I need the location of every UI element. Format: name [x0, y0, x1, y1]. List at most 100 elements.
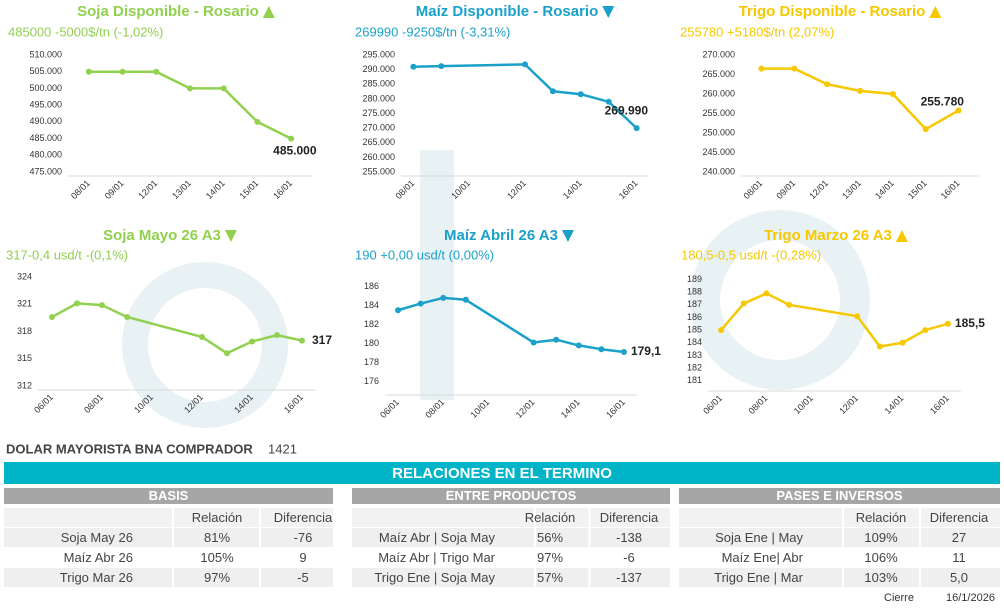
row-label: Maíz Abr 26	[64, 550, 133, 565]
y-tick-label: 270.000	[702, 49, 735, 59]
table-row	[4, 528, 333, 547]
chart-panel: Maíz Disponible - Rosario 269990 -9250$/t…	[355, 3, 649, 201]
y-tick-label: 265.000	[702, 69, 735, 79]
y-tick-label: 181	[687, 375, 702, 385]
row-label: Maíz Ene| Abr	[722, 550, 804, 565]
trend-arrow	[895, 230, 908, 242]
data-point	[549, 88, 556, 95]
data-point	[119, 68, 126, 75]
chart-subtitle: 269990 -9250$/tn (-3,31%)	[355, 24, 510, 39]
y-tick-label: 318	[17, 326, 32, 336]
row-label: Trigo Ene | Mar	[714, 570, 804, 585]
chart-subtitle: 255780 +5180$/tn (2,07%)	[680, 24, 834, 39]
data-point	[718, 327, 725, 334]
y-tick-label: 245.000	[702, 147, 735, 157]
chart-title: Soja Mayo 26 A3	[103, 227, 221, 244]
column-header: Diferencia	[274, 510, 333, 525]
data-point	[786, 301, 793, 308]
y-tick-label: 240.000	[702, 166, 735, 176]
dollar-label: DOLAR MAYORISTA BNA COMPRADOR	[6, 441, 253, 456]
y-tick-label: 510.000	[29, 49, 62, 59]
y-tick-label: 275.000	[362, 108, 395, 118]
y-tick-label: 490.000	[29, 116, 62, 126]
section-title: BASIS	[149, 488, 189, 503]
y-tick-label: 315	[17, 353, 32, 363]
dollar-value: 1421	[268, 441, 297, 456]
column-header: Relación	[856, 510, 907, 525]
row-label: Maíz Abr | Trigo Mar	[378, 550, 495, 565]
cell-value: 97%	[204, 570, 230, 585]
y-tick-label: 186	[364, 281, 379, 291]
data-point	[955, 107, 962, 114]
cell-value: 56%	[537, 530, 563, 545]
data-point	[763, 290, 770, 297]
y-tick-label: 260.000	[362, 152, 395, 162]
table-row	[4, 568, 333, 587]
data-point	[553, 336, 560, 343]
data-point	[124, 313, 130, 320]
y-tick-label: 485.000	[29, 133, 62, 143]
row-label: Soja May 26	[61, 530, 133, 545]
data-point	[889, 91, 896, 97]
column-header: Relación	[525, 510, 576, 525]
data-point	[922, 327, 929, 334]
y-tick-label: 176	[364, 376, 379, 386]
watermark	[122, 150, 870, 428]
y-tick-label: 475.000	[29, 166, 62, 176]
y-tick-label: 480.000	[29, 150, 62, 160]
chart-title: Maíz Abril 26 A3	[444, 227, 558, 244]
y-tick-label: 255.000	[362, 166, 395, 176]
y-tick-label: 270.000	[362, 123, 395, 133]
relations-bar	[4, 462, 1000, 484]
data-point	[74, 300, 80, 307]
table-row	[4, 508, 333, 527]
data-point	[899, 339, 906, 346]
section-header-bar	[679, 488, 1000, 504]
data-point	[254, 118, 261, 125]
data-point	[598, 346, 605, 353]
y-tick-label: 185	[687, 324, 702, 334]
data-point	[522, 61, 528, 68]
data-point	[153, 68, 160, 75]
cell-value: 97%	[537, 550, 563, 565]
watermark-stem	[420, 150, 454, 400]
chart-title: Trigo Marzo 26 A3	[764, 227, 892, 244]
table-row	[4, 548, 333, 567]
cell-value: -76	[294, 530, 313, 545]
y-tick-label: 182	[364, 319, 379, 329]
data-point	[410, 63, 417, 70]
y-tick-label: 187	[687, 299, 702, 309]
y-tick-label: 324	[17, 271, 32, 281]
trend-arrow	[561, 230, 574, 242]
cell-value: 103%	[864, 570, 898, 585]
y-tick-label: 280.000	[362, 93, 395, 103]
y-tick-label: 188	[687, 287, 702, 297]
chart-title: Trigo Disponible - Rosario	[739, 3, 926, 20]
cell-value: 11	[952, 550, 966, 565]
chart-title: Soja Disponible - Rosario	[77, 3, 259, 20]
trend-arrow	[602, 6, 615, 18]
y-tick-label: 505.000	[29, 66, 62, 76]
data-point	[99, 302, 105, 309]
y-tick-label: 184	[364, 300, 379, 310]
cell-value: 106%	[864, 550, 898, 565]
data-point	[575, 342, 582, 349]
data-point	[620, 349, 627, 356]
data-label: 485.000	[273, 144, 317, 158]
data-point	[199, 333, 205, 340]
cell-value: 109%	[864, 530, 898, 545]
data-point	[922, 126, 929, 133]
y-tick-label: 178	[364, 357, 379, 367]
y-tick-label: 186	[687, 312, 702, 322]
chart-subtitle: 317-0,4 usd/t -(0,1%)	[6, 247, 128, 262]
y-tick-label: 290.000	[362, 64, 395, 74]
section-title: PASES E INVERSOS	[776, 488, 903, 503]
data-point	[85, 68, 92, 75]
cell-value: 9	[299, 550, 306, 565]
data-label: 317	[312, 333, 332, 347]
footer-date: 16/1/2026	[946, 592, 995, 604]
row-label: Soja Ene | May	[715, 530, 803, 545]
y-tick-label: 285.000	[362, 79, 395, 89]
data-point	[857, 87, 863, 94]
